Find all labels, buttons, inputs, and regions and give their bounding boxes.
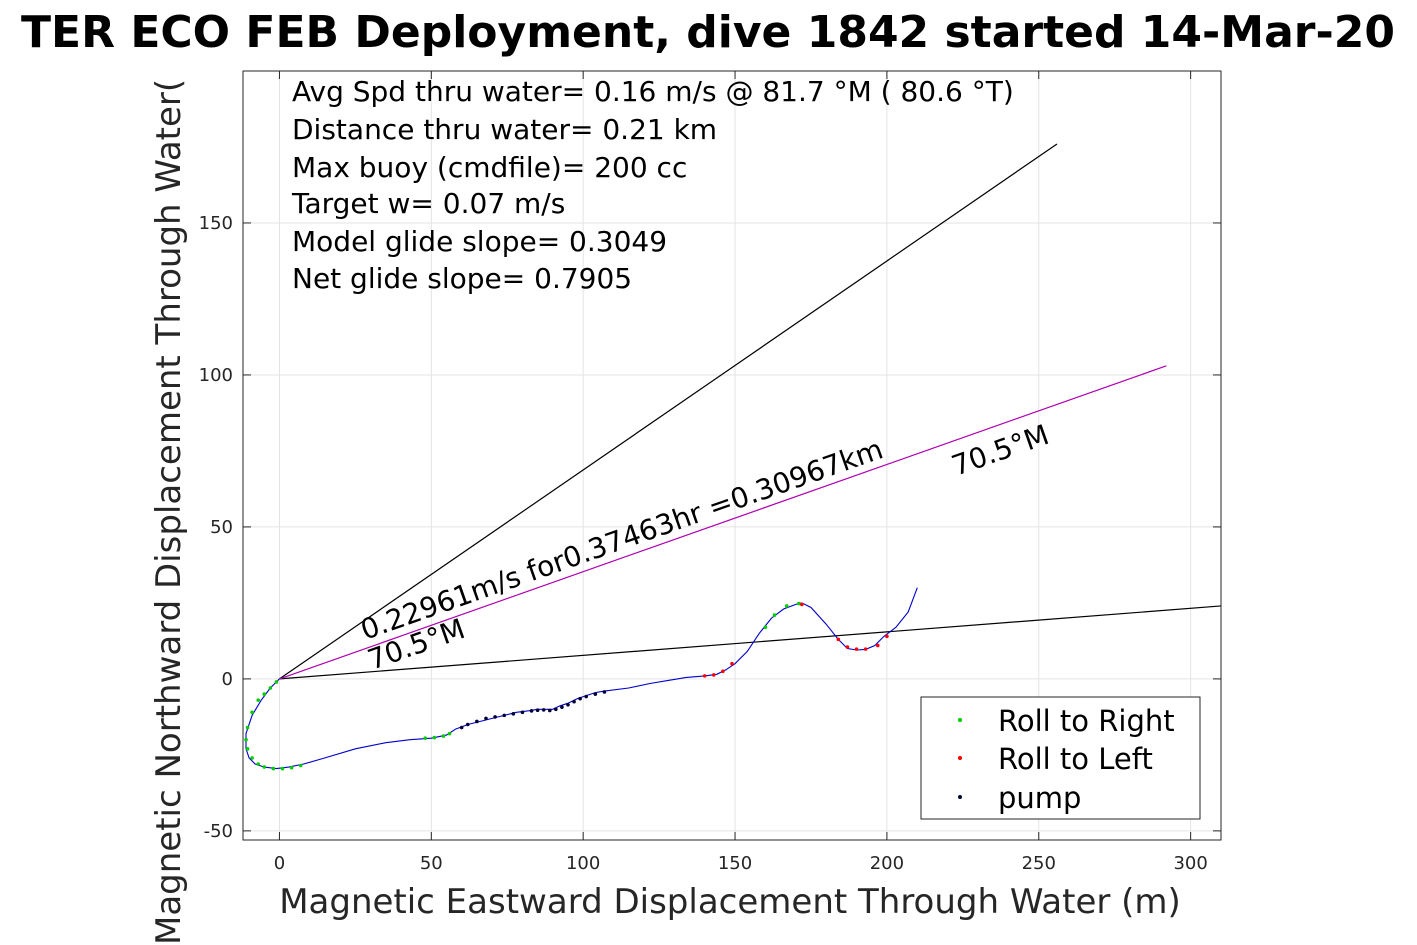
roll-right-marker — [280, 766, 285, 771]
roll-right-marker — [441, 734, 446, 738]
roll-right-marker — [250, 756, 254, 760]
roll-left-marker — [875, 643, 880, 648]
pump-marker — [535, 708, 540, 713]
roll-right-marker — [268, 686, 273, 690]
pump-marker — [465, 722, 470, 727]
y-tick-label: 0 — [222, 669, 233, 690]
roll-left-marker — [800, 602, 804, 607]
roll-left-marker — [730, 661, 734, 666]
legend: Roll to Right Roll to Left pump — [920, 696, 1201, 820]
roll-left-marker — [721, 669, 725, 674]
plot-frame — [242, 70, 1222, 841]
roll-right-marker — [772, 613, 777, 617]
reference-line — [279, 365, 1167, 680]
pump-marker — [502, 713, 507, 718]
roll-right-marker — [432, 735, 437, 740]
y-tick-label: -50 — [204, 821, 233, 842]
y-tick-label: 50 — [210, 517, 233, 538]
roll-right-marker — [763, 625, 768, 630]
roll-right-marker — [784, 604, 789, 608]
annotation-distance: Distance thru water= 0.21 km — [292, 113, 717, 146]
roll-right-marker — [256, 762, 260, 766]
pump-marker — [459, 725, 464, 730]
annotation-max-buoy: Max buoy (cmdfile)= 200 cc — [292, 151, 687, 184]
roll-left-marker — [885, 634, 889, 639]
roll-left-marker — [836, 637, 841, 642]
x-tick-label: 50 — [420, 853, 443, 874]
pump-marker — [541, 708, 546, 712]
chart-title: TER ECO FEB Deployment, dive 1842 starte… — [21, 7, 1395, 58]
roll-right-marker — [298, 763, 303, 768]
pump-marker — [547, 708, 552, 713]
pump-marker — [529, 709, 534, 713]
roll-right-marker — [250, 710, 254, 715]
pump-marker — [493, 715, 497, 719]
y-tick-label: 100 — [199, 365, 233, 386]
x-tick-label: 200 — [870, 853, 904, 874]
annotation-net-glide: Net glide slope= 0.7905 — [292, 262, 632, 295]
roll-right-marker — [256, 698, 260, 702]
x-tick-label: 0 — [274, 853, 285, 874]
reference-line — [279, 143, 1058, 680]
axis-ticks: 0 50 100 150 200 250 300 -50 0 50 100 150 — [199, 71, 1221, 874]
pump-marker — [511, 712, 516, 716]
annotation-avg-speed: Avg Spd thru water= 0.16 m/s @ 81.7 °M (… — [292, 75, 1014, 108]
pump-marker — [602, 690, 607, 694]
x-tick-label: 300 — [1173, 853, 1207, 874]
roll-right-marker — [274, 680, 279, 684]
pump-marker — [584, 694, 589, 699]
legend-label-roll-right: Roll to Right — [998, 704, 1175, 738]
pump-marker — [520, 710, 525, 715]
pump-marker — [484, 716, 488, 721]
roll-right-marker — [423, 736, 428, 740]
pump-marker — [475, 719, 479, 724]
roll-left-marker — [702, 674, 707, 678]
roll-left-marker — [711, 673, 716, 677]
roll-right-marker — [447, 731, 452, 736]
roll-right-marker — [245, 725, 250, 730]
roll-right-marker — [289, 765, 294, 770]
x-tick-label: 100 — [566, 853, 600, 874]
roll-right-marker — [797, 601, 801, 606]
pump-marker — [593, 692, 598, 696]
roll-left-marker — [854, 647, 859, 651]
pump-marker — [566, 702, 570, 707]
roll-right-marker — [262, 765, 267, 769]
stats-annotations: Avg Spd thru water= 0.16 m/s @ 81.7 °M (… — [291, 75, 1014, 295]
pump-marker — [578, 696, 582, 701]
legend-box — [920, 696, 1201, 820]
legend-label-pump: pump — [998, 781, 1081, 815]
reference-line — [279, 605, 1222, 680]
annotation-model-glide: Model glide slope= 0.3049 — [292, 225, 667, 258]
roll-left-marker — [845, 645, 850, 649]
legend-marker-pump — [958, 795, 962, 799]
roll-left-marker — [863, 647, 868, 651]
legend-marker-roll-right — [958, 718, 962, 722]
roll-right-marker — [271, 766, 276, 771]
roll-right-marker — [245, 747, 250, 751]
legend-label-roll-left: Roll to Left — [998, 742, 1153, 776]
track-markers — [244, 601, 889, 771]
x-axis-label: Magnetic Eastward Displacement Through W… — [279, 882, 1181, 922]
annotation-target-w: Target w= 0.07 m/s — [291, 187, 565, 220]
reference-lines — [279, 143, 1222, 680]
roll-right-marker — [262, 692, 267, 696]
y-tick-label: 150 — [199, 213, 233, 234]
pump-marker — [572, 699, 576, 704]
y-axis-label: Magnetic Northward Displacement Through … — [149, 79, 189, 945]
legend-marker-roll-left — [958, 756, 962, 760]
x-tick-label: 150 — [718, 853, 752, 874]
pump-marker — [554, 707, 558, 712]
pump-marker — [560, 705, 564, 709]
x-tick-label: 250 — [1022, 853, 1056, 874]
roll-right-marker — [244, 737, 248, 742]
